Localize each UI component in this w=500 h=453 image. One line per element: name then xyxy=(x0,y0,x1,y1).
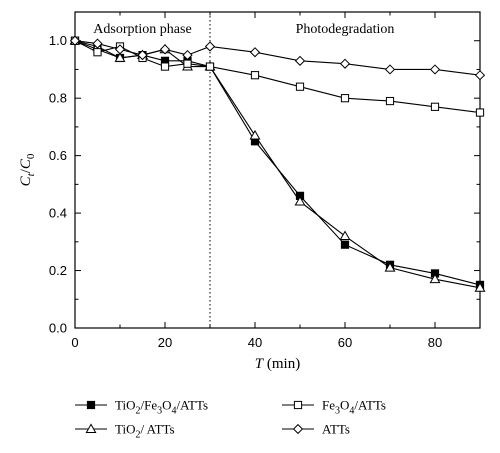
series-line xyxy=(74,40,481,76)
data-point xyxy=(429,64,441,75)
data-point xyxy=(92,38,103,49)
legend-item: TiO2/ ATTs xyxy=(75,422,175,441)
x-axis: 0 20 40 60 80 xyxy=(71,12,481,350)
data-point xyxy=(183,59,192,68)
legend-label: ATTs xyxy=(322,422,350,437)
data-point xyxy=(340,240,350,249)
series-1 xyxy=(70,36,485,290)
data-point xyxy=(114,44,126,55)
series-layer xyxy=(69,35,486,292)
x-axis-title: T (min) xyxy=(255,356,300,372)
y-axis: 0.0 0.2 0.4 0.6 0.8 1.0 xyxy=(49,11,480,336)
data-point xyxy=(205,62,215,71)
data-point xyxy=(114,52,126,62)
series-2 xyxy=(69,35,486,292)
y-tick-label: 1.0 xyxy=(49,33,67,48)
legend-label: Fe3O4/ATTs xyxy=(322,398,386,417)
data-point xyxy=(294,195,306,206)
data-point xyxy=(250,71,260,80)
data-point xyxy=(160,62,170,71)
data-point xyxy=(93,48,102,57)
y-tick-label: 0.2 xyxy=(49,263,67,278)
series-line xyxy=(74,40,481,286)
y-tick-label: 0.8 xyxy=(49,91,67,106)
legend-swatch-marker xyxy=(292,423,304,435)
data-point xyxy=(137,49,148,61)
data-point xyxy=(340,94,350,103)
data-point xyxy=(475,108,485,117)
data-point xyxy=(339,230,351,241)
series-line xyxy=(74,40,481,289)
x-tick-label: 0 xyxy=(71,335,78,350)
y-tick-label: 0.0 xyxy=(49,321,67,336)
data-point xyxy=(474,70,486,81)
x-tick-label: 40 xyxy=(248,335,262,350)
legend-item: ATTs xyxy=(282,422,350,437)
x-tick-label: 60 xyxy=(338,335,352,350)
data-point xyxy=(384,262,396,272)
plot-border xyxy=(74,11,481,329)
data-point xyxy=(295,82,305,91)
series-3 xyxy=(70,36,485,117)
legend-label: TiO2/ ATTs xyxy=(115,422,175,441)
data-point xyxy=(339,58,351,69)
data-point xyxy=(204,41,216,52)
data-point xyxy=(384,64,396,75)
series-4 xyxy=(69,35,486,81)
plot-frame xyxy=(74,11,481,329)
data-point xyxy=(69,35,81,46)
y-tick-label: 0.4 xyxy=(49,206,67,221)
legend: TiO2/Fe3O4/ATTs TiO2/ ATTs Fe3O4/ATTs ATTs xyxy=(75,398,386,441)
data-point xyxy=(249,129,261,140)
legend-swatch-marker xyxy=(85,423,97,433)
y-axis-title: Ct/C0 xyxy=(18,153,37,186)
data-point xyxy=(159,44,171,55)
y-tick-label: 0.6 xyxy=(49,148,67,163)
phase-label-photodegradation: Photodegradation xyxy=(296,22,395,37)
data-point xyxy=(249,47,261,58)
data-point xyxy=(182,49,193,61)
x-tick-label: 80 xyxy=(428,335,442,350)
data-point xyxy=(385,96,395,106)
legend-swatch-marker xyxy=(293,400,303,410)
data-point xyxy=(474,282,486,292)
legend-item: Fe3O4/ATTs xyxy=(282,398,386,417)
legend-label: TiO2/Fe3O4/ATTs xyxy=(115,398,208,417)
series-line xyxy=(74,40,481,114)
legend-swatch-marker xyxy=(86,400,96,410)
data-point xyxy=(430,102,440,111)
phase-label-adsorption: Adsorption phase xyxy=(93,22,191,37)
data-point xyxy=(429,273,441,284)
data-point xyxy=(294,55,306,66)
legend-item: TiO2/Fe3O4/ATTs xyxy=(75,398,208,417)
x-tick-label: 20 xyxy=(158,335,172,350)
